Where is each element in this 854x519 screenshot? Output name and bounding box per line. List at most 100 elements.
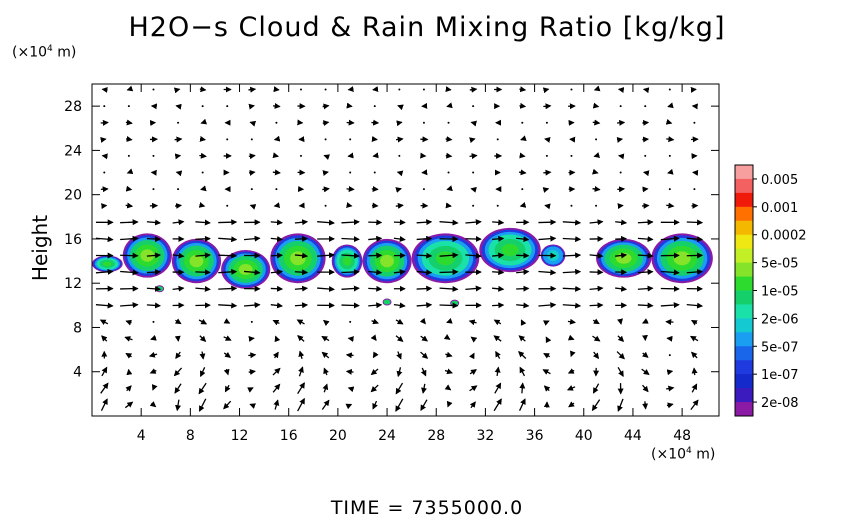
cloud-patch xyxy=(342,256,352,266)
colorbar-label: 0.0002 xyxy=(761,229,807,244)
wind-vector xyxy=(543,320,550,326)
wind-vector xyxy=(395,187,402,193)
wind-vector-dot xyxy=(275,121,278,124)
x-tick-label: 48 xyxy=(673,428,691,444)
wind-vector xyxy=(494,382,502,394)
wind-vector xyxy=(519,366,526,377)
wind-vector-dot xyxy=(201,105,204,108)
x-axis-unit: (×104 m) xyxy=(651,446,715,463)
wind-vector xyxy=(691,383,698,393)
wind-vector xyxy=(469,153,478,160)
wind-vector-dot xyxy=(570,204,573,207)
wind-vector-dot xyxy=(668,188,671,191)
wind-vector xyxy=(270,285,284,292)
wind-vector xyxy=(637,252,654,259)
wind-vector xyxy=(173,367,183,377)
x-unit-exponent: 4 xyxy=(686,446,692,456)
wind-vector xyxy=(124,336,133,342)
wind-vector xyxy=(120,302,139,309)
colorbar-swatch xyxy=(735,290,753,305)
wind-vector xyxy=(439,286,459,292)
wind-vector xyxy=(641,318,649,324)
wind-vector xyxy=(148,351,158,358)
wind-vector xyxy=(174,153,182,160)
wind-vector xyxy=(174,136,183,143)
wind-vector xyxy=(544,136,551,143)
wind-vector xyxy=(174,383,182,394)
wind-vector-dot xyxy=(472,204,475,207)
wind-vector xyxy=(297,335,305,342)
wind-vector-dot xyxy=(422,88,425,91)
wind-vector-dot xyxy=(349,320,352,323)
wind-vector xyxy=(175,399,181,412)
chart-title: H2O−s Cloud & Rain Mixing Ratio [kg/kg] xyxy=(128,12,726,43)
wind-vector xyxy=(249,204,257,210)
wind-vector-dot xyxy=(324,88,327,91)
wind-vector xyxy=(589,219,604,226)
wind-vector xyxy=(321,351,330,359)
wind-vector-dot xyxy=(275,188,278,191)
wind-vector xyxy=(667,102,674,109)
wind-vector xyxy=(218,236,238,243)
wind-vector xyxy=(416,219,433,226)
wind-vector xyxy=(372,400,378,410)
colorbar-swatch xyxy=(735,262,753,278)
wind-vector xyxy=(396,170,404,177)
wind-vector xyxy=(396,367,403,378)
wind-vector xyxy=(199,135,206,142)
wind-vector-dot xyxy=(422,188,425,191)
wind-vector xyxy=(273,399,280,410)
wind-vector xyxy=(690,399,699,410)
colorbar-label: 5e-07 xyxy=(761,340,799,355)
wind-vector xyxy=(195,269,211,276)
wind-vector xyxy=(617,398,624,412)
wind-vector xyxy=(149,368,157,374)
colorbar-swatch xyxy=(735,304,753,319)
colorbar: 0.005 0.001 0.0002 5e-05 1e-05 2e-06 5e-07 1e-0… xyxy=(734,164,807,417)
wind-vector xyxy=(322,120,330,127)
wind-vector xyxy=(617,318,623,325)
wind-vector xyxy=(368,285,383,292)
wind-vector xyxy=(493,319,502,326)
wind-vector-dot xyxy=(373,105,376,108)
wind-vector xyxy=(516,236,530,243)
wind-vector xyxy=(445,136,453,143)
wind-vector xyxy=(420,351,429,359)
wind-vector xyxy=(592,318,600,325)
cloud-patch xyxy=(435,251,455,266)
wind-vector xyxy=(393,236,406,242)
wind-vector xyxy=(538,269,557,276)
wind-vector-dot xyxy=(570,154,573,157)
wind-vector xyxy=(322,103,330,110)
wind-vector-dot xyxy=(447,171,450,174)
x-tick-label: 28 xyxy=(427,428,445,444)
colorbar-label: 1e-05 xyxy=(761,285,799,300)
wind-vector xyxy=(272,169,281,176)
wind-vector xyxy=(124,401,134,409)
wind-vector xyxy=(317,252,335,259)
wind-vector xyxy=(294,219,309,226)
wind-vector xyxy=(446,400,453,408)
wind-vector xyxy=(416,285,433,292)
wind-vector xyxy=(470,186,477,193)
wind-vector xyxy=(101,366,108,377)
wind-vector xyxy=(443,334,451,340)
wind-vector-dot xyxy=(521,188,524,191)
wind-vector-dot xyxy=(300,88,302,91)
x-tick-label: 44 xyxy=(624,428,642,444)
wind-vector xyxy=(174,335,181,342)
wind-vector xyxy=(469,352,475,360)
colorbar-swatch xyxy=(735,165,753,180)
wind-vector xyxy=(172,252,185,259)
colorbar-swatch xyxy=(735,192,753,208)
wind-vector xyxy=(125,385,132,392)
wind-vector xyxy=(589,252,604,259)
wind-vector xyxy=(370,384,379,393)
wind-vector xyxy=(641,368,650,375)
wind-vector xyxy=(395,202,404,209)
x-tick-label: 16 xyxy=(280,428,298,444)
plot-frame xyxy=(91,83,720,417)
wind-vector-dot xyxy=(373,171,376,174)
wind-vector xyxy=(150,334,157,341)
wind-vector xyxy=(469,369,477,375)
